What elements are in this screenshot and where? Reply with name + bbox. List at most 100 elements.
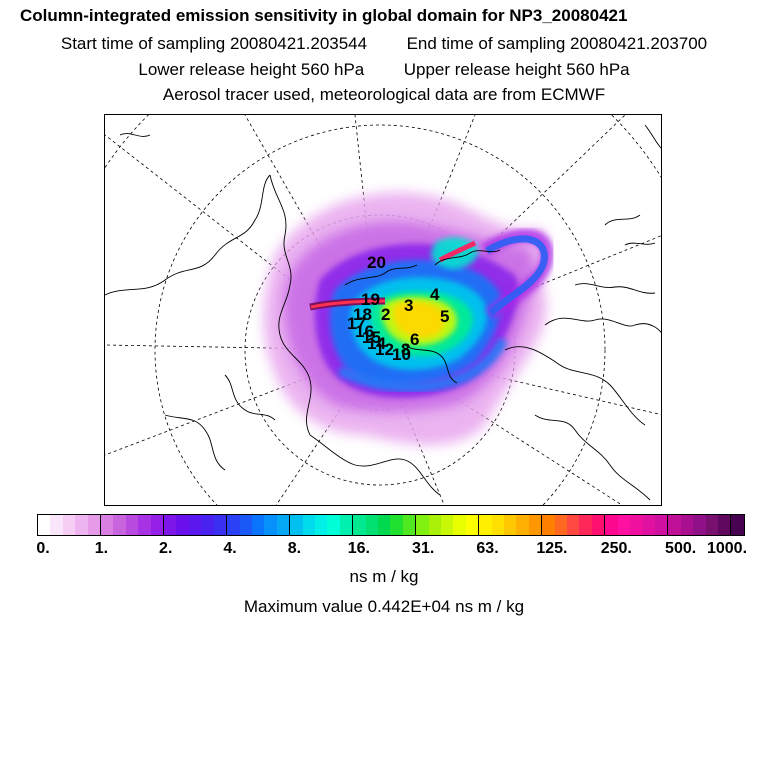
end-label: End time of sampling — [406, 34, 566, 53]
tick-label: 16. — [347, 540, 370, 557]
tick-label: 125. — [536, 540, 568, 557]
color-swatch — [352, 515, 366, 535]
sensitivity-plume — [263, 192, 554, 445]
color-swatch — [239, 515, 252, 535]
color-swatch — [630, 515, 643, 535]
legend-units: ns m / kg — [349, 567, 419, 586]
plot-title: Column-integrated emission sensitivity i… — [20, 6, 628, 25]
color-swatch — [680, 515, 694, 535]
lower-label: Lower release height — [138, 60, 297, 79]
tick-label: 31. — [412, 540, 435, 557]
maximum-value: Maximum value 0.442E+04 ns m / kg — [0, 597, 768, 617]
tick-label: 2. — [159, 540, 173, 557]
sampling-times: Start time of sampling 20080421.203544 E… — [0, 34, 768, 54]
color-swatch — [402, 515, 416, 535]
lower-value: 560 hPa — [300, 60, 365, 79]
coastlines — [105, 124, 661, 501]
point-label: 4 — [430, 285, 440, 304]
color-swatch — [314, 515, 328, 535]
color-swatch — [75, 515, 88, 535]
color-swatch — [150, 515, 164, 535]
color-swatch — [125, 515, 139, 535]
point-label: 10 — [392, 345, 411, 364]
color-swatch — [465, 515, 479, 535]
point-label: 19 — [361, 290, 380, 309]
point-label: 14 — [367, 334, 386, 353]
color-swatch — [567, 515, 580, 535]
color-swatch — [264, 515, 277, 535]
color-swatch — [100, 515, 114, 535]
color-swatch — [415, 515, 429, 535]
color-swatch — [226, 515, 240, 535]
aerosol-note: Aerosol tracer used, meteorological data… — [162, 85, 606, 104]
color-swatch — [188, 515, 202, 535]
color-swatch — [604, 515, 618, 535]
color-swatch — [642, 515, 655, 535]
point-label: 6 — [410, 330, 419, 349]
point-label: 8 — [401, 340, 410, 359]
color-swatch — [705, 515, 718, 535]
tick-label: 0. — [36, 540, 50, 557]
color-swatch — [365, 515, 378, 535]
color-swatch — [654, 515, 668, 535]
point-label: 3 — [404, 296, 413, 315]
tick-label: 8. — [287, 540, 302, 557]
color-swatch — [276, 515, 290, 535]
tick-label: 1000. — [706, 540, 748, 557]
color-swatch — [213, 515, 227, 535]
point-label: 17 — [347, 314, 366, 333]
color-swatch — [528, 515, 542, 535]
color-swatch — [62, 515, 76, 535]
start-value: 20080421.203544 — [230, 34, 368, 53]
tick-label: 250. — [600, 540, 632, 557]
color-swatch — [504, 515, 517, 535]
point-label: 5 — [440, 307, 449, 326]
upper-label: Upper release height — [403, 60, 562, 79]
color-scale-bar — [37, 514, 745, 536]
color-swatch — [163, 515, 177, 535]
color-swatch — [541, 515, 555, 535]
point-labels: 20 19 18 17 16 15 14 12 10 2 3 4 5 6 8 — [347, 253, 449, 364]
release-heights: Lower release height 560 hPa Upper relea… — [0, 60, 768, 80]
emission-sensitivity-map: 20 19 18 17 16 15 14 12 10 2 3 4 5 6 8 — [104, 114, 662, 506]
color-swatch — [87, 515, 101, 535]
point-label: 2 — [381, 305, 390, 324]
map-canvas: 20 19 18 17 16 15 14 12 10 2 3 4 5 6 8 — [105, 115, 661, 505]
color-swatch — [717, 515, 731, 535]
tick-label: 1. — [94, 540, 109, 557]
point-label: 16 — [355, 322, 374, 341]
color-swatch — [38, 515, 51, 535]
point-label: 12 — [375, 340, 394, 359]
color-swatch — [289, 515, 303, 535]
color-swatch — [390, 515, 403, 535]
end-value: 20080421.203700 — [570, 34, 708, 53]
color-swatch — [516, 515, 529, 535]
color-swatch — [554, 515, 568, 535]
color-swatch — [176, 515, 189, 535]
color-swatch — [478, 515, 492, 535]
point-label: 18 — [353, 305, 372, 324]
color-swatch — [302, 515, 315, 535]
color-swatch — [377, 515, 391, 535]
color-swatch — [579, 515, 592, 535]
color-swatch — [693, 515, 706, 535]
maximum-units: ns m / kg — [455, 597, 525, 616]
maximum-label: Maximum value — [243, 597, 363, 616]
color-swatch — [453, 515, 466, 535]
color-swatch — [251, 515, 265, 535]
tick-label: 63. — [476, 540, 499, 557]
color-swatch — [339, 515, 353, 535]
color-swatch — [491, 515, 505, 535]
color-swatch — [617, 515, 631, 535]
color-swatch — [667, 515, 681, 535]
tick-label: 4. — [223, 540, 237, 557]
color-swatch — [201, 515, 214, 535]
color-swatch — [113, 515, 126, 535]
point-label: 20 — [367, 253, 386, 272]
color-swatch — [327, 515, 340, 535]
color-swatch — [730, 515, 744, 535]
color-swatch — [50, 515, 63, 535]
point-label: 15 — [362, 328, 381, 347]
upper-value: 560 hPa — [566, 60, 630, 79]
color-swatch — [428, 515, 441, 535]
